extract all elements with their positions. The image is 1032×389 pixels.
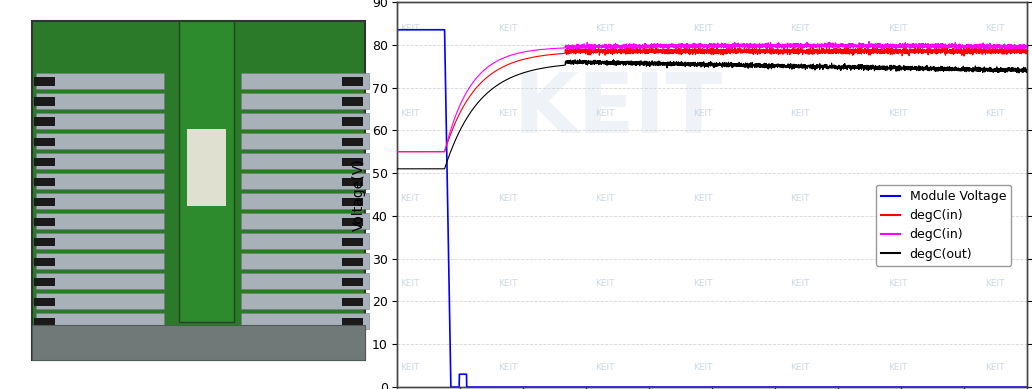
Bar: [34, 278, 56, 286]
Bar: [34, 238, 56, 246]
Bar: [36, 293, 164, 309]
Bar: [342, 238, 363, 246]
Text: KEIT: KEIT: [513, 69, 722, 150]
Text: KEIT: KEIT: [986, 109, 1005, 118]
Text: KEIT: KEIT: [889, 279, 907, 287]
Text: KEIT: KEIT: [791, 109, 810, 118]
Bar: [342, 217, 363, 226]
Bar: [241, 213, 369, 229]
Text: KEIT: KEIT: [889, 25, 907, 33]
Bar: [342, 258, 363, 266]
Bar: [34, 217, 56, 226]
Bar: [32, 326, 365, 360]
Text: KEIT: KEIT: [692, 279, 712, 287]
Text: KEIT: KEIT: [400, 109, 420, 118]
Bar: [187, 129, 226, 206]
Bar: [36, 253, 164, 269]
Text: KEIT: KEIT: [595, 194, 615, 203]
Text: KEIT: KEIT: [791, 363, 810, 372]
Bar: [342, 137, 363, 146]
Bar: [36, 113, 164, 129]
Bar: [241, 273, 369, 289]
Bar: [241, 293, 369, 309]
Text: KEIT: KEIT: [889, 194, 907, 203]
Text: KEIT: KEIT: [986, 279, 1005, 287]
Text: KEIT: KEIT: [400, 363, 420, 372]
Bar: [36, 273, 164, 289]
Text: KEIT: KEIT: [791, 279, 810, 287]
Bar: [34, 198, 56, 206]
Bar: [36, 233, 164, 249]
Bar: [342, 318, 363, 326]
Bar: [241, 133, 369, 149]
Text: KEIT: KEIT: [889, 363, 907, 372]
Text: KEIT: KEIT: [692, 194, 712, 203]
Bar: [241, 113, 369, 129]
Bar: [32, 21, 365, 360]
Text: KEIT: KEIT: [692, 363, 712, 372]
Bar: [36, 313, 164, 329]
Text: KEIT: KEIT: [986, 25, 1005, 33]
Text: KEIT: KEIT: [595, 109, 615, 118]
Bar: [342, 158, 363, 166]
Text: KEIT: KEIT: [791, 25, 810, 33]
Bar: [36, 193, 164, 209]
Bar: [342, 278, 363, 286]
Legend: Module Voltage, degC(in), degC(in), degC(out): Module Voltage, degC(in), degC(in), degC…: [876, 185, 1011, 266]
Y-axis label: Voltage(V): Voltage(V): [352, 158, 366, 231]
Bar: [34, 98, 56, 106]
Bar: [241, 173, 369, 189]
Text: KEIT: KEIT: [595, 279, 615, 287]
Bar: [342, 117, 363, 126]
Bar: [241, 193, 369, 209]
Bar: [34, 158, 56, 166]
Text: KEIT: KEIT: [692, 109, 712, 118]
Bar: [241, 153, 369, 169]
Text: KEIT: KEIT: [400, 25, 420, 33]
Bar: [342, 198, 363, 206]
Text: KEIT: KEIT: [497, 194, 517, 203]
Text: KEIT: KEIT: [692, 25, 712, 33]
Text: KEIT: KEIT: [497, 279, 517, 287]
Bar: [241, 73, 369, 89]
Bar: [342, 177, 363, 186]
Bar: [34, 298, 56, 306]
Text: KEIT: KEIT: [595, 25, 615, 33]
Bar: [342, 298, 363, 306]
Text: KEIT: KEIT: [497, 363, 517, 372]
Text: KEIT: KEIT: [986, 363, 1005, 372]
Bar: [36, 73, 164, 89]
Bar: [241, 253, 369, 269]
Bar: [342, 98, 363, 106]
Bar: [342, 77, 363, 86]
Bar: [36, 133, 164, 149]
Bar: [34, 318, 56, 326]
Text: KEIT: KEIT: [497, 25, 517, 33]
Text: KEIT: KEIT: [986, 194, 1005, 203]
Bar: [34, 137, 56, 146]
Text: KEIT: KEIT: [595, 363, 615, 372]
Bar: [36, 173, 164, 189]
Text: KEIT: KEIT: [400, 194, 420, 203]
Bar: [34, 177, 56, 186]
Text: KEIT: KEIT: [400, 279, 420, 287]
Bar: [241, 233, 369, 249]
Bar: [34, 258, 56, 266]
Text: KEIT: KEIT: [791, 194, 810, 203]
Bar: [34, 77, 56, 86]
Bar: [36, 93, 164, 109]
Bar: [241, 313, 369, 329]
Bar: [34, 117, 56, 126]
Text: KEIT: KEIT: [889, 109, 907, 118]
Text: KEIT: KEIT: [497, 109, 517, 118]
Bar: [36, 153, 164, 169]
Bar: [180, 21, 233, 322]
Bar: [241, 93, 369, 109]
Bar: [36, 213, 164, 229]
